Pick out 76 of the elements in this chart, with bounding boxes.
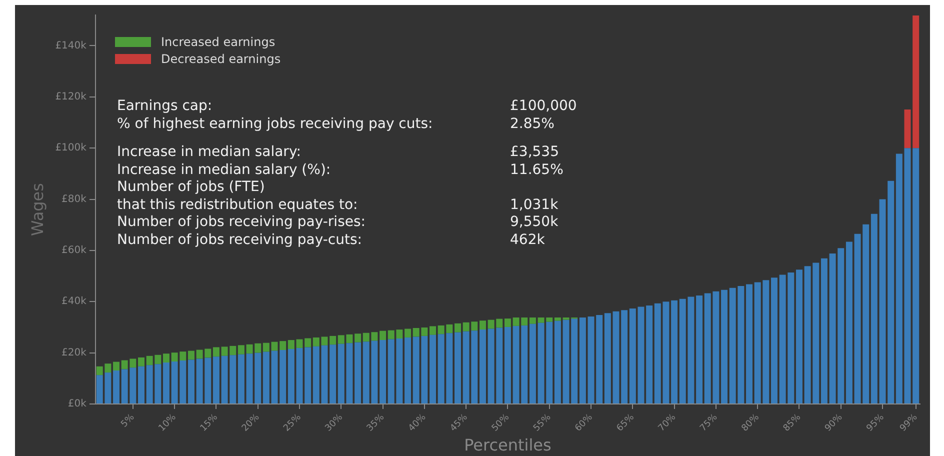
bar: [138, 366, 144, 404]
bar: [304, 347, 312, 404]
y-tick-label: £80k: [62, 194, 87, 205]
annotation: Number of jobs receiving pay-rises:: [117, 214, 366, 232]
bar: [330, 336, 336, 345]
bar: [262, 342, 270, 352]
bar: [479, 330, 486, 404]
legend-label: Decreased earnings: [161, 52, 281, 66]
bar: [454, 323, 461, 332]
x-tick-label: 5%: [120, 412, 138, 430]
y-tick-label: £40k: [62, 296, 87, 308]
annotation: Number of jobs receiving pay-cuts:: [117, 232, 363, 249]
bar: [162, 354, 170, 363]
bar: [554, 318, 561, 321]
bar: [262, 352, 270, 404]
bar: [529, 318, 536, 324]
bar: [870, 214, 878, 404]
bar: [696, 296, 703, 404]
bar: [529, 324, 536, 404]
legend-label: Increased earnings: [161, 34, 276, 48]
annotation: 462k: [510, 232, 546, 249]
bar: [330, 344, 336, 404]
y-tick-label: £100k: [55, 142, 87, 154]
annotation: 2.85%: [510, 116, 556, 133]
annotation: 9,550k: [510, 214, 560, 232]
annotation: £3,535: [510, 144, 560, 162]
bar: [504, 318, 511, 327]
bar: [454, 332, 461, 404]
annotation: Earnings cap:: [117, 98, 214, 116]
bar: [238, 354, 244, 404]
y-tick-label: £60k: [62, 245, 87, 256]
bar: [671, 300, 678, 404]
bar: [404, 337, 412, 404]
bar: [304, 338, 312, 348]
bar: [212, 347, 220, 357]
annotation: % of highest earning jobs receiving pay cuts:: [117, 116, 434, 133]
bar: [212, 356, 220, 404]
annotation: Increase in median salary:: [117, 144, 302, 162]
y-tick-label: £0k: [68, 398, 87, 410]
annotation: Number of jobs (FTE) that this redistribution equates to:: [117, 179, 359, 214]
annotation: £100,000: [510, 98, 577, 116]
bar: [721, 290, 728, 404]
bar: [770, 278, 778, 404]
bar: [554, 320, 561, 404]
bar: [430, 334, 436, 404]
bar: [820, 258, 828, 404]
bar: [746, 284, 753, 404]
bar: [430, 326, 436, 335]
bar: [188, 350, 194, 360]
bar: [238, 345, 244, 354]
bar: [380, 340, 386, 404]
bar: [138, 357, 144, 366]
bar: [380, 330, 386, 340]
bar: [646, 305, 653, 404]
bar: [504, 326, 511, 404]
y-tick-label: £120k: [55, 91, 87, 102]
y-tick-label: £140k: [55, 40, 87, 52]
bar: [479, 320, 486, 330]
annotation: 1,031k: [510, 196, 560, 214]
y-tick-label: £20k: [62, 347, 87, 358]
bar: [404, 328, 412, 338]
bar: [846, 242, 852, 404]
bar: [113, 370, 120, 404]
annotation: 11.65%: [510, 162, 564, 179]
bar: [354, 334, 362, 342]
bar: [579, 318, 586, 404]
bar: [621, 310, 628, 404]
x-axis-title: Percentiles: [464, 436, 552, 455]
bar: [188, 360, 194, 404]
bar: [354, 342, 362, 404]
bar: [113, 362, 120, 370]
bar: [896, 154, 902, 404]
bar: [796, 270, 802, 404]
bar: [162, 362, 170, 404]
annotation: Increase in median salary (%):: [117, 162, 332, 179]
y-axis-title: Wages: [28, 183, 47, 236]
